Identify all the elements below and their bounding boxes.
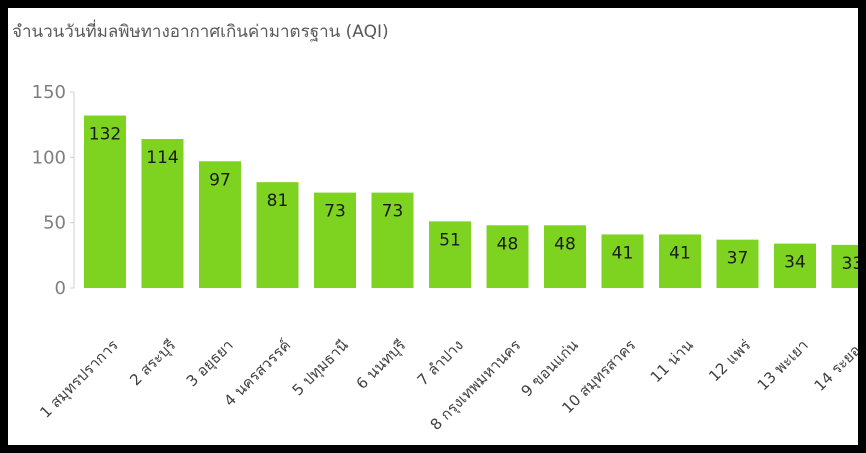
bar [314,192,356,288]
bar [141,139,184,288]
data-label: 48 [497,234,519,254]
data-label: 41 [612,243,634,263]
data-label: 34 [784,253,806,273]
x-tick-label: 2 สระบุรี [126,336,180,390]
bars [84,115,858,289]
y-axis-ticks: 0 50 100 150 [32,82,74,299]
bar [716,239,759,288]
bar [601,234,644,288]
bar [256,182,299,288]
x-tick-label: 5 ปทุมธานี [289,336,353,400]
x-tick-label: 6 นนทบุรี [353,336,410,393]
bar-chart: จำนวนวันที่มลพิษทางอากาศเกินค่ามาตรฐาน (… [12,19,858,435]
data-labels: 132 114 97 81 73 73 51 48 48 41 41 37 34 33 [89,125,858,274]
data-label: 48 [554,234,576,254]
data-label: 97 [209,170,231,190]
bar [84,115,126,289]
bar [544,225,586,288]
bar [486,225,529,288]
data-label: 41 [669,243,691,263]
chart-title: จำนวนวันที่มลพิษทางอากาศเกินค่ามาตรฐาน (… [12,19,389,42]
bar [371,192,414,288]
x-tick-label: 14 ระยอง [811,336,858,395]
bar [659,234,701,288]
bar [199,161,241,288]
data-label: 114 [146,148,178,168]
bar [774,243,816,288]
data-label: 132 [89,125,121,145]
bar [831,244,858,288]
chart-frame: จำนวนวันที่มลพิษทางอากาศเกินค่ามาตรฐาน (… [8,8,858,445]
y-tick-label: 150 [32,82,66,103]
x-tick-label: 11 น่าน [647,336,697,386]
data-label: 81 [267,191,289,211]
x-tick-label: 3 อยุธยา [183,336,238,391]
bar [429,221,471,288]
x-tick-label: 7 ลำปาง [414,336,467,389]
data-label: 37 [727,249,749,269]
x-tick-label: 12 แพร่ [705,336,754,385]
data-label: 73 [382,202,404,222]
data-label: 33 [842,254,858,274]
x-tick-label: 13 พะเยา [754,336,812,394]
y-tick-label: 50 [43,213,66,234]
data-label: 73 [324,202,346,222]
data-label: 51 [439,230,461,250]
x-tick-label: 1 สมุทรปราการ [36,336,122,422]
y-tick-label: 0 [55,278,66,299]
y-tick-label: 100 [32,147,66,168]
